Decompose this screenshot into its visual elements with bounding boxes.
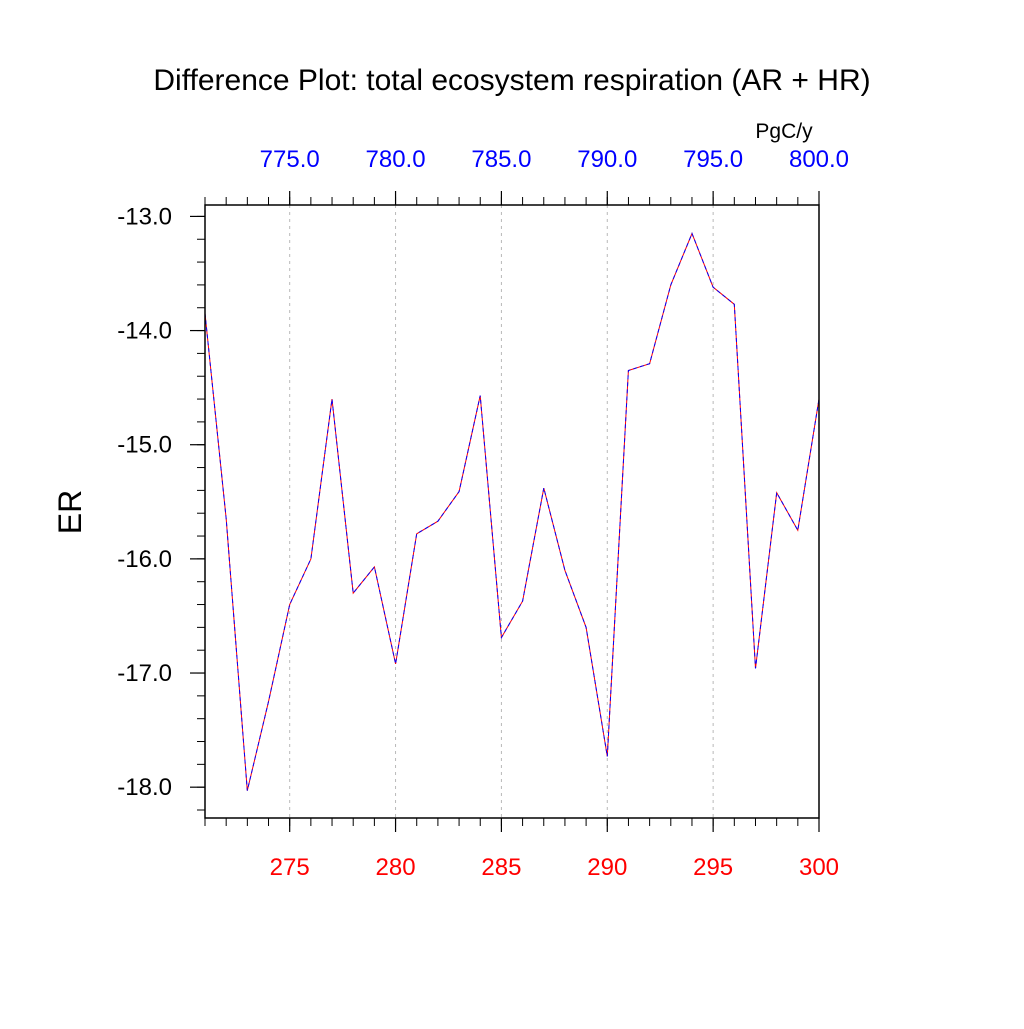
grid-lines [289,205,714,818]
x-tick-label-top-4: 795.0 [683,146,743,173]
y-tick-label-3: -16.0 [117,546,172,573]
x-tick-label-bottom-1: 280 [376,854,416,881]
y-tick-label-0: -13.0 [117,203,172,230]
y-axis-label: ER [52,490,88,534]
y-tick-label-5: -18.0 [117,774,172,801]
y-tick-label-1: -14.0 [117,318,172,345]
x-tick-label-bottom-0: 275 [270,854,310,881]
x-tick-label-top-5: 800.0 [789,146,849,173]
series-line-1 [204,232,820,791]
axis-ticks [190,191,820,832]
x-tick-label-bottom-2: 285 [481,854,521,881]
x-tick-label-bottom-3: 290 [587,854,627,881]
x-tick-label-bottom-4: 295 [693,854,733,881]
x-tick-label-top-0: 775.0 [260,146,320,173]
x-tick-label-top-1: 780.0 [366,146,426,173]
chart-title: Difference Plot: total ecosystem respira… [153,64,870,97]
x-tick-label-top-3: 790.0 [577,146,637,173]
units-label: PgC/y [755,120,813,143]
plot-frame [204,204,820,819]
x-tick-label-bottom-5: 300 [799,854,839,881]
tick-labels: 275 280 285 290 295 300 775.0 780.0 785.0 790.0 79… [117,146,849,881]
series-lines [204,232,820,791]
x-tick-label-top-2: 785.0 [471,146,531,173]
series-line-0 [204,232,820,791]
y-tick-label-4: -17.0 [117,660,172,687]
y-tick-label-2: -15.0 [117,432,172,459]
